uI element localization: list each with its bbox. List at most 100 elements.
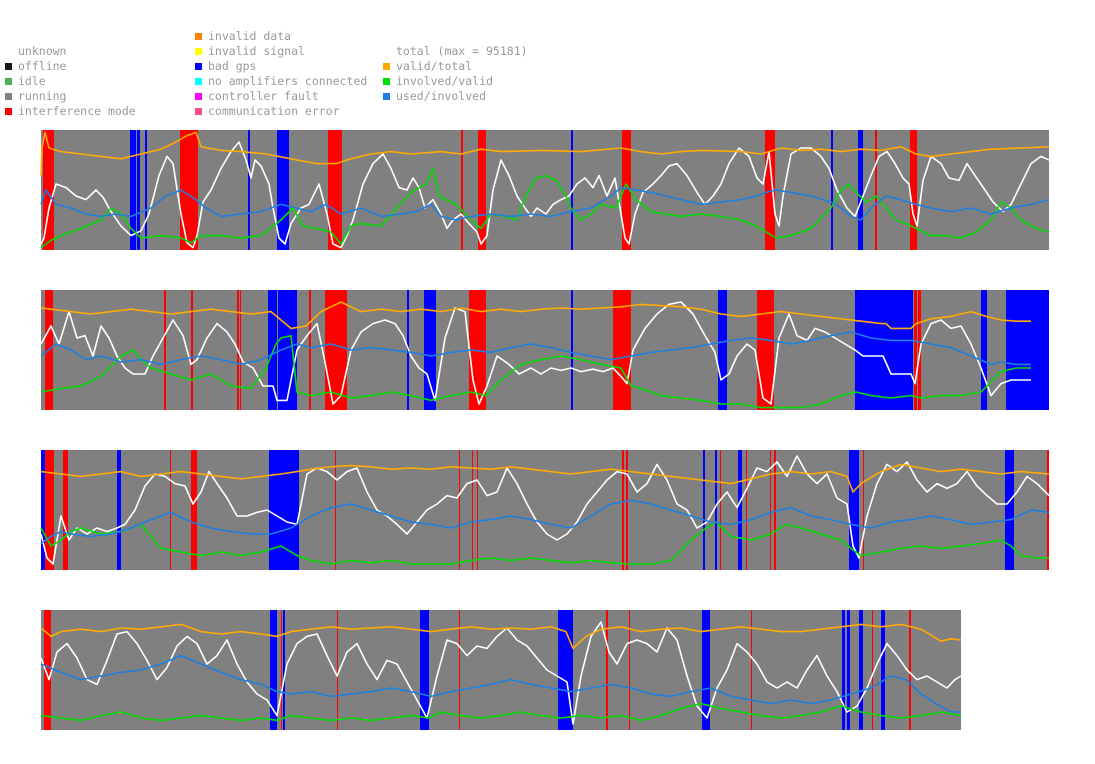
status-event-band <box>875 130 877 250</box>
status-event-band <box>145 130 147 250</box>
no-amplifiers-swatch-icon <box>195 78 202 85</box>
status-event-band <box>1005 450 1014 570</box>
status-event-band <box>328 130 342 250</box>
status-event-band <box>746 450 747 570</box>
series-line <box>40 301 1031 330</box>
timeline-strip <box>40 130 1050 250</box>
status-event-band <box>268 290 277 410</box>
unknown-swatch-icon <box>5 48 12 55</box>
series-line <box>40 186 1050 221</box>
status-event-band <box>1047 450 1049 570</box>
interference-swatch-icon <box>5 108 12 115</box>
status-event-band <box>137 130 140 250</box>
legend-label: communication error <box>208 104 340 118</box>
status-event-band <box>459 610 460 730</box>
status-event-band <box>859 610 863 730</box>
status-event-band <box>325 290 347 410</box>
status-event-band <box>44 610 49 730</box>
status-event-band <box>757 290 774 410</box>
status-event-band <box>910 130 917 250</box>
invalid-signal-swatch-icon <box>195 48 202 55</box>
timeline-strip <box>40 450 1050 570</box>
timeline-strip <box>40 290 1049 410</box>
status-event-band <box>278 290 297 410</box>
status-event-band <box>240 290 241 410</box>
status-event-band <box>130 130 136 250</box>
status-event-band <box>718 290 727 410</box>
status-event-band <box>858 130 863 250</box>
status-event-band <box>472 450 473 570</box>
status-event-band <box>335 450 336 570</box>
running-swatch-icon <box>5 93 12 100</box>
status-event-band <box>43 130 54 250</box>
legend-label: running <box>18 89 67 103</box>
status-event-band <box>424 290 436 410</box>
series-line <box>40 331 1031 366</box>
involved-valid-swatch-icon <box>383 78 390 85</box>
status-event-band <box>420 610 429 730</box>
status-event-band <box>622 450 624 570</box>
idle-swatch-icon <box>5 78 12 85</box>
legend-label: invalid signal <box>208 44 305 58</box>
legend-label: used/involved <box>396 89 487 103</box>
status-event-band <box>49 610 51 730</box>
status-event-band <box>914 290 917 410</box>
legend-label: unknown <box>18 44 67 58</box>
status-event-band <box>461 130 463 250</box>
series-line <box>40 141 1050 249</box>
legend-label: invalid data <box>208 29 292 43</box>
status-event-band <box>626 450 628 570</box>
legend-label: bad gps <box>208 59 257 73</box>
status-event-band <box>41 450 45 570</box>
series-line <box>40 499 1050 545</box>
legend-label: idle <box>18 74 46 88</box>
status-event-band <box>269 450 299 570</box>
status-event-band <box>751 610 752 730</box>
status-event-band <box>774 450 776 570</box>
status-event-band <box>180 130 198 250</box>
status-event-band <box>191 290 193 410</box>
status-event-band <box>863 450 864 570</box>
series-line <box>40 654 961 713</box>
series-line <box>40 301 1031 405</box>
status-event-band <box>613 290 631 410</box>
status-event-band <box>881 610 885 730</box>
status-event-band <box>909 610 911 730</box>
status-event-band <box>571 290 573 410</box>
status-event-band <box>770 450 771 570</box>
status-event-band <box>281 610 282 730</box>
status-event-band <box>164 290 166 410</box>
status-event-band <box>831 130 833 250</box>
status-event-band <box>309 290 311 410</box>
status-event-band <box>872 610 873 730</box>
legend-label: no amplifiers connected <box>208 74 368 88</box>
invalid-data-swatch-icon <box>195 33 202 40</box>
status-event-band <box>702 610 710 730</box>
series-line <box>40 131 1050 176</box>
status-event-band <box>270 610 277 730</box>
timeline-strip <box>40 610 962 730</box>
status-event-band <box>847 610 850 730</box>
status-event-band <box>170 450 171 570</box>
status-event-band <box>337 610 338 730</box>
legend-label: controller fault <box>208 89 319 103</box>
legend-label: interference mode <box>18 104 136 118</box>
status-event-band <box>277 130 289 250</box>
controller-fault-swatch-icon <box>195 93 202 100</box>
valid-total-swatch-icon <box>383 63 390 70</box>
series-line <box>40 521 1049 565</box>
series-line <box>40 463 1050 493</box>
status-event-band <box>45 450 54 570</box>
status-event-band <box>571 130 573 250</box>
status-event-band <box>283 610 285 730</box>
status-event-band <box>459 450 460 570</box>
status-event-band <box>765 130 775 250</box>
series-line <box>40 702 962 722</box>
series-line <box>40 455 1050 565</box>
status-event-band <box>842 610 845 730</box>
status-event-band <box>855 290 913 410</box>
legend-label: valid/total <box>396 59 473 73</box>
used-involved-swatch-icon <box>383 93 390 100</box>
status-event-band <box>715 450 717 570</box>
